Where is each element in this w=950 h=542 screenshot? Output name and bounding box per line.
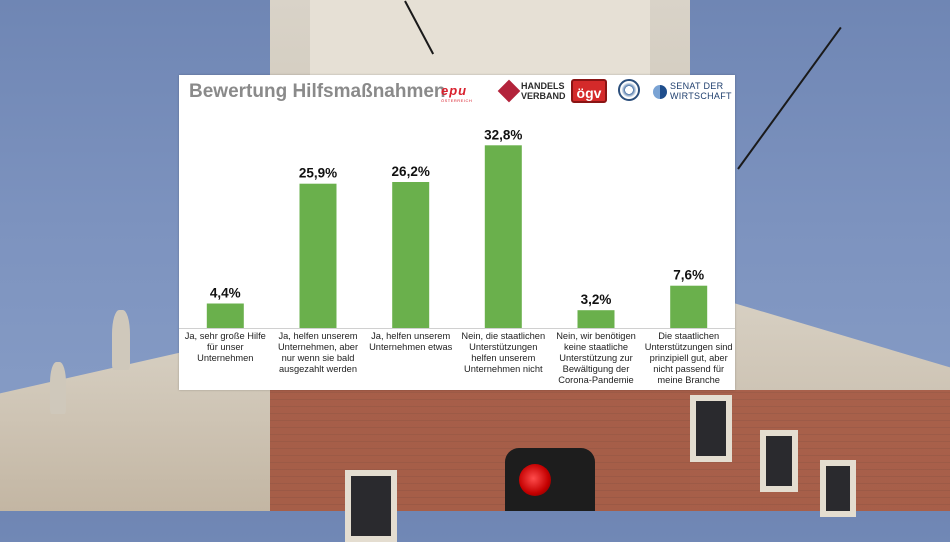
handelsverband-logo: HANDELS VERBAND	[497, 79, 566, 105]
epu-logo: epu ÖSTERREICH	[441, 83, 472, 109]
bar-value-label: 7,6%	[673, 268, 704, 283]
bar	[299, 183, 337, 328]
window	[760, 430, 798, 492]
senat-line2: WIRTSCHAFT	[670, 91, 732, 101]
senat-der-wirtschaft-logo: SENAT DER WIRTSCHAFT	[653, 79, 732, 105]
bar-value-label: 26,2%	[392, 164, 430, 179]
bar-value-label: 32,8%	[484, 127, 522, 142]
statue	[50, 362, 66, 414]
bar-value-label: 25,9%	[299, 166, 337, 181]
x-axis-line	[179, 328, 735, 329]
traffic-light	[505, 448, 595, 511]
bar	[392, 182, 430, 328]
window	[820, 460, 856, 517]
window	[690, 395, 732, 462]
bar	[670, 285, 708, 328]
building-tower	[310, 0, 650, 83]
x-tick-label: Die staatlichen Unterstützungen sind pri…	[644, 331, 733, 385]
handelsverband-logo-text: HANDELS VERBAND	[521, 81, 566, 101]
senat-line1: SENAT DER	[670, 81, 724, 91]
bar-value-label: 3,2%	[581, 292, 612, 307]
bar	[577, 310, 615, 328]
red-light-icon	[519, 464, 551, 496]
chart-title: Bewertung Hilfsmaßnahmen	[189, 81, 446, 102]
bar-value-label: 4,4%	[210, 286, 241, 301]
window	[345, 470, 397, 542]
chart-card: Bewertung Hilfsmaßnahmen epu ÖSTERREICH …	[179, 75, 735, 390]
handelsverband-line2: VERBAND	[521, 91, 566, 101]
bar-chart: 4,4% 25,9% 26,2% 32,8% 3,2% 7,6%	[206, 127, 708, 328]
bar	[206, 303, 244, 328]
seal-logo-icon	[618, 79, 640, 101]
senat-mark-icon	[653, 85, 667, 99]
senat-logo-text: SENAT DER WIRTSCHAFT	[670, 81, 732, 101]
tram-wire	[737, 26, 842, 170]
handelsverband-line1: HANDELS	[521, 81, 565, 91]
bar	[484, 145, 522, 328]
epu-logo-subtext: ÖSTERREICH	[441, 98, 473, 103]
epu-logo-text: epu	[441, 83, 468, 98]
logo-bar: epu ÖSTERREICH HANDELS VERBAND ögv SENAT…	[441, 79, 732, 105]
x-tick-label: Ja, helfen unserem Unternehmen, aber nur…	[277, 331, 359, 374]
statue	[112, 310, 130, 370]
x-tick-label: Ja, sehr große Hilfe für unser Unternehm…	[184, 331, 266, 363]
x-tick-label: Nein, die staatlichen Unterstützungen he…	[461, 331, 546, 374]
x-tick-label: Ja, helfen unserem Unternehmen etwas	[369, 331, 453, 352]
x-tick-label: Nein, wir benötigen keine staatliche Unt…	[556, 331, 636, 385]
ogv-logo: ögv	[571, 79, 607, 103]
